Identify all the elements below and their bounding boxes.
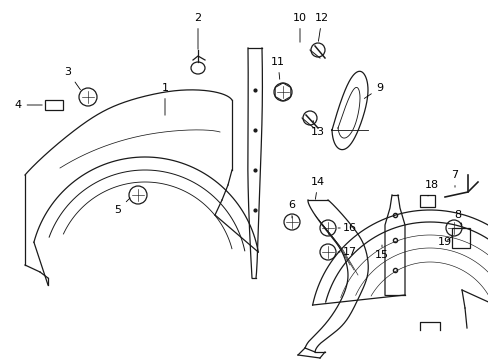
Text: 8: 8 (453, 210, 461, 225)
Text: 15: 15 (374, 245, 388, 260)
Text: 12: 12 (314, 13, 328, 41)
Text: 6: 6 (288, 200, 295, 218)
Text: 7: 7 (450, 170, 458, 187)
Text: 1: 1 (161, 83, 168, 115)
Text: 5: 5 (114, 198, 130, 215)
Bar (419, 195, 434, 207)
Text: 14: 14 (310, 177, 325, 199)
Text: 10: 10 (292, 13, 306, 42)
Text: 19: 19 (437, 237, 451, 247)
Text: 17: 17 (337, 247, 356, 257)
Text: 2: 2 (194, 13, 201, 49)
Text: 13: 13 (310, 121, 325, 137)
Text: 16: 16 (337, 223, 356, 233)
Text: 9: 9 (364, 83, 383, 98)
Text: 11: 11 (270, 57, 285, 79)
Text: 3: 3 (64, 67, 80, 90)
Text: 4: 4 (15, 100, 42, 110)
Bar (451, 228, 469, 248)
Text: 18: 18 (424, 180, 438, 196)
